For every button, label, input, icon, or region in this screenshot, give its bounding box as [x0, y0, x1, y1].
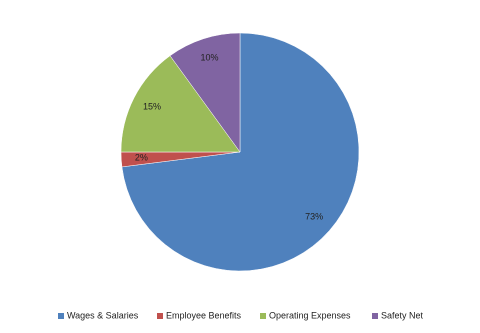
legend-label: Safety Net: [381, 310, 424, 320]
legend-swatch: [372, 313, 378, 319]
data-label: 73%: [305, 212, 323, 222]
pie-slice: [120, 55, 241, 153]
pie-slice: [121, 32, 360, 272]
pie-slice: [169, 32, 241, 153]
legend-swatch: [260, 313, 266, 319]
legend-label: Operating Expenses: [269, 310, 351, 320]
data-label: 15%: [143, 102, 161, 112]
legend-swatch: [157, 313, 163, 319]
data-label: 10%: [200, 52, 218, 62]
data-label: 2%: [135, 153, 148, 163]
legend-swatch: [58, 313, 64, 319]
legend-label: Employee Benefits: [166, 310, 242, 320]
legend-label: Wages & Salaries: [67, 310, 139, 320]
